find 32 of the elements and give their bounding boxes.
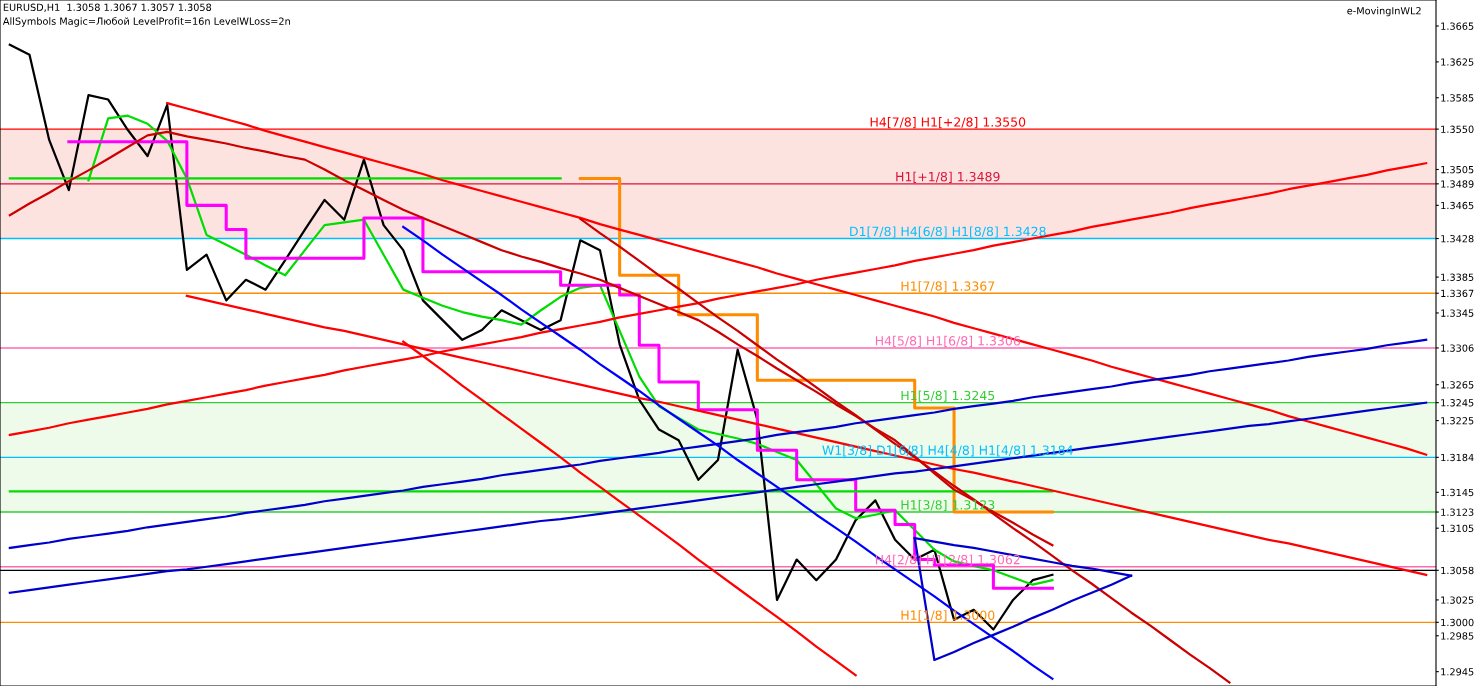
y-tick-label: 1.3428 — [1441, 235, 1474, 243]
y-tick-label: 1.3306 — [1441, 344, 1474, 352]
text: AllSymbols Magic=Любой LevelProfit=16n LevelWLoss=2n — [2, 17, 290, 27]
y-tick-label: 1.3145 — [1441, 488, 1474, 497]
y-tick-label: 1.2945 — [1441, 668, 1474, 676]
y-tick-label: 1.3245 — [1441, 399, 1474, 407]
y-tick-label: 1.3385 — [1441, 273, 1474, 281]
ref-line-label: H1[+1/8] 1.3489 — [896, 171, 1000, 183]
y-tick-label: 1.3025 — [1441, 596, 1474, 604]
annotation: e-MovingInWL2 — [1347, 6, 1421, 17]
y-tick-label: 1.3265 — [1441, 381, 1474, 389]
y-tick-label: 1.3465 — [1441, 201, 1474, 210]
ref-line-label: H4[7/8] H1[+2/8] 1.3550 — [870, 117, 1026, 129]
ref-line-label: H1[7/8] 1.3367 — [901, 281, 995, 293]
ref-line-label: H4[5/8] H1[6/8] 1.3306 — [875, 335, 1021, 347]
y-tick-label: 1.3367 — [1441, 289, 1474, 298]
y-tick-label: 1.3000 — [1441, 618, 1474, 627]
y-tick-label: 1.3184 — [1441, 453, 1474, 462]
y-tick-label: 1.3585 — [1441, 94, 1474, 102]
y-tick-label: 1.3225 — [1441, 417, 1474, 425]
y-tick-label: 1.3345 — [1441, 309, 1474, 317]
y-tick-label: 1.3550 — [1441, 125, 1474, 133]
y-tick-label: 1.3105 — [1441, 524, 1474, 533]
y-tick-label: 1.3505 — [1441, 165, 1474, 174]
y-tick-label: 1.3123 — [1441, 508, 1474, 516]
y-tick-label: 1.3625 — [1441, 58, 1474, 66]
y-tick-label: 1.3665 — [1441, 22, 1474, 30]
y-tick-label: 1.2985 — [1441, 632, 1474, 640]
y-tick-label: 1.3489 — [1441, 180, 1474, 188]
y-tick-label: 1.3058 — [1441, 566, 1474, 575]
chart-title: EURUSD,H1 1.3058 1.3067 1.3057 1.3058 — [3, 3, 212, 12]
ref-line-label: D1[7/8] H4[6/8] H1[8/8] 1.3428 — [850, 226, 1046, 238]
